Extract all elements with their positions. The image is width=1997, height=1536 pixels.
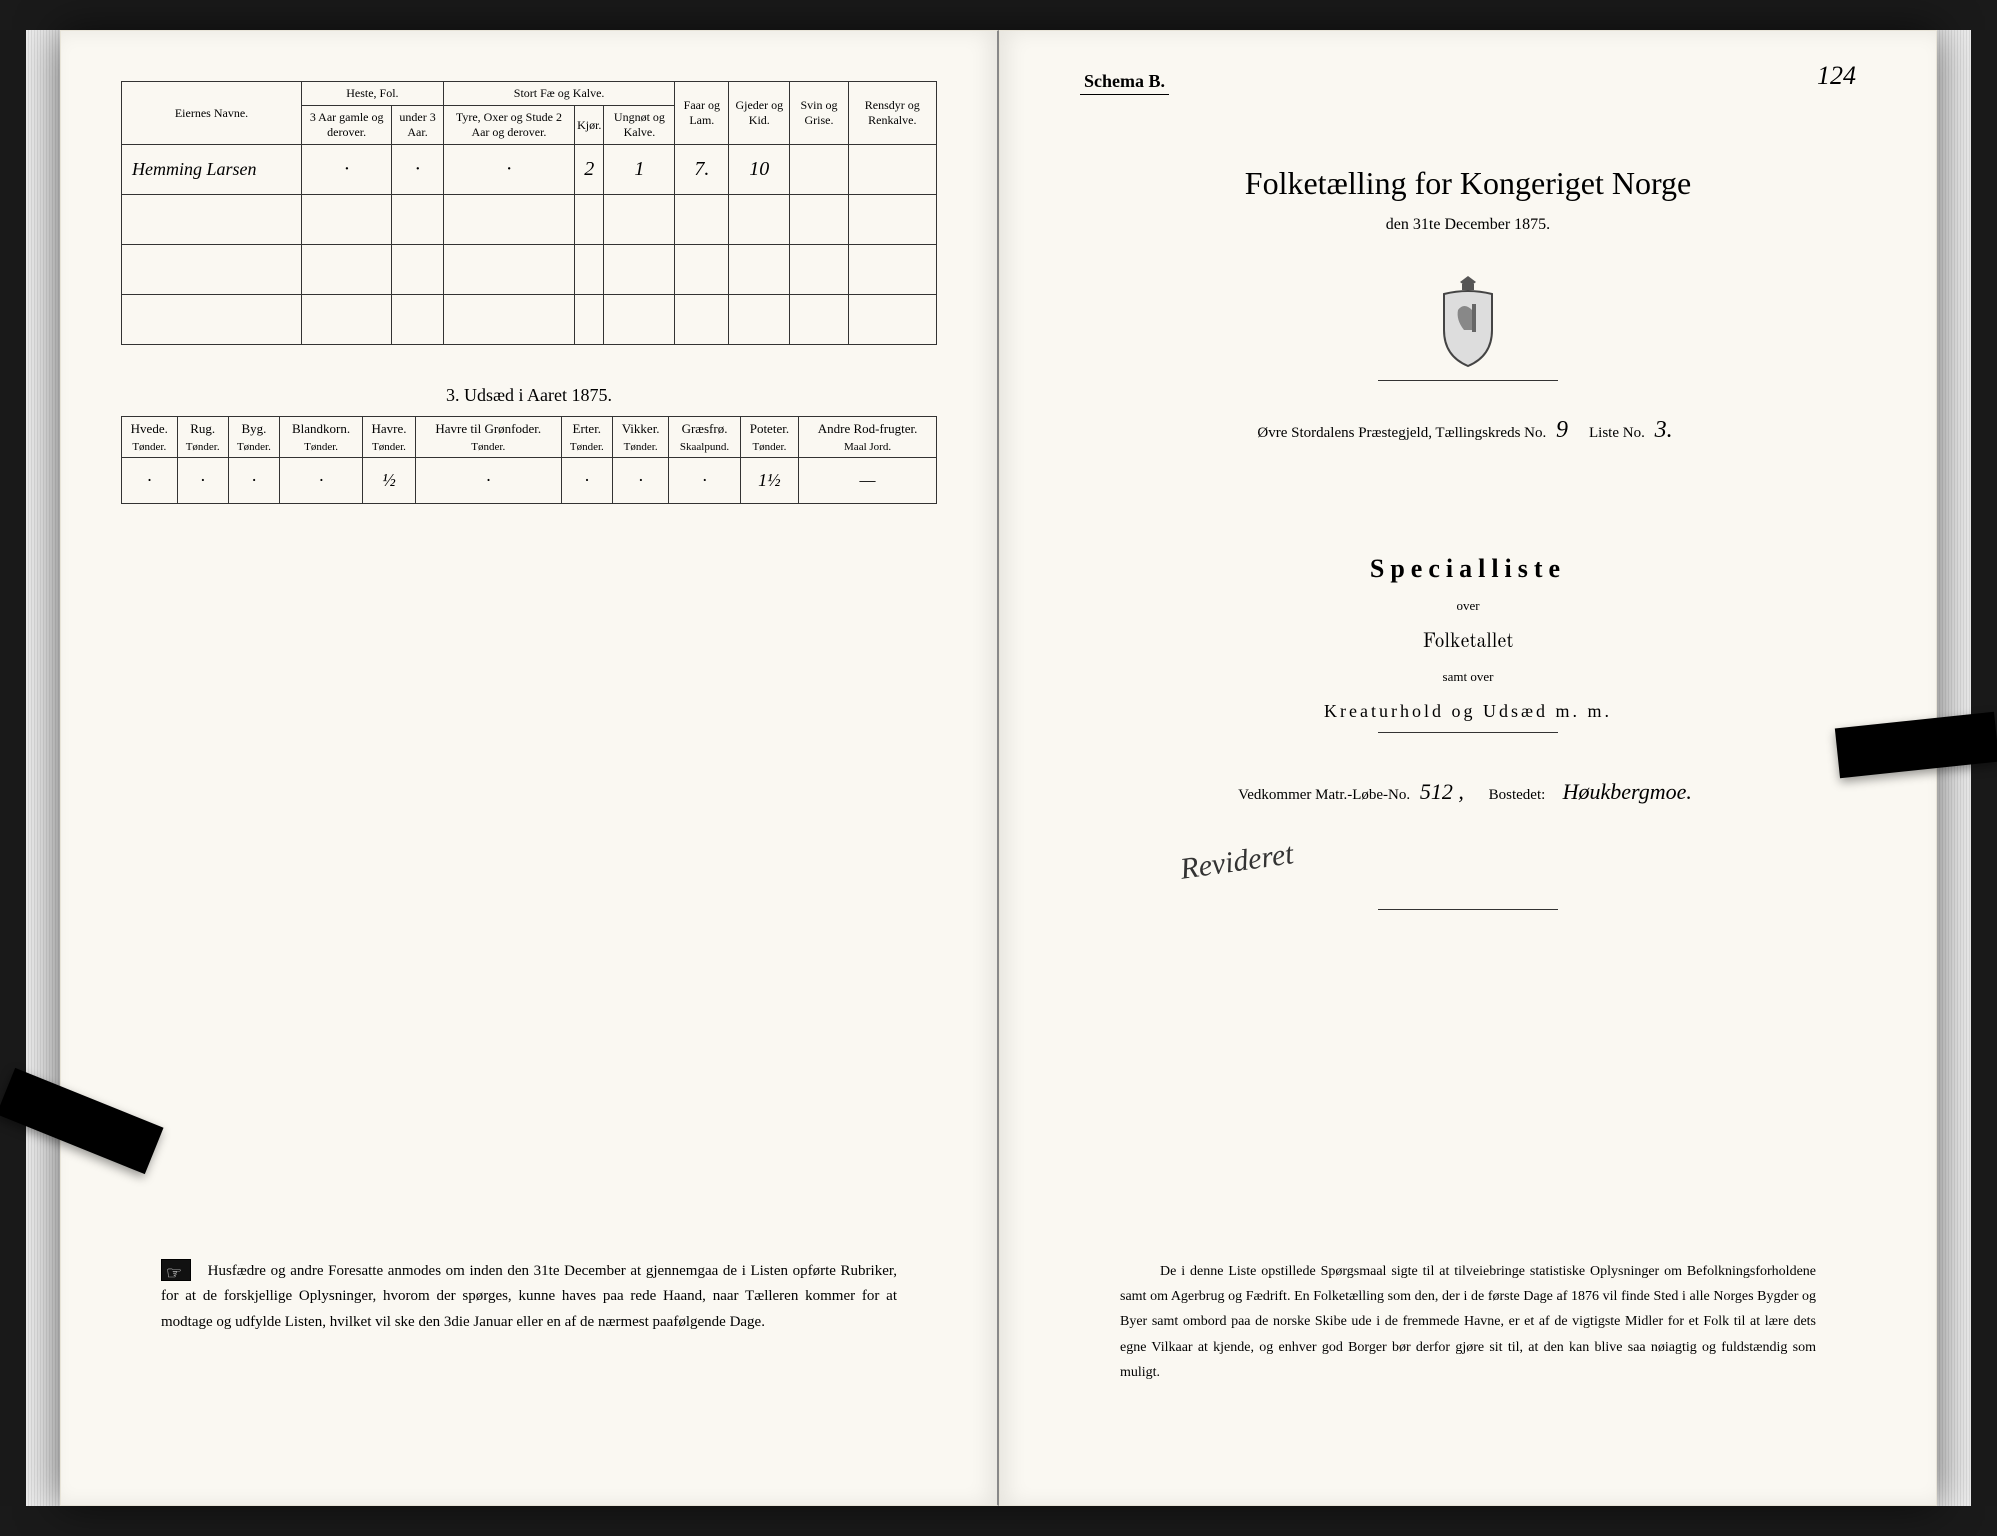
table-row — [122, 295, 937, 345]
matr-no: 512 , — [1414, 779, 1470, 804]
liste-label: Liste No. — [1589, 425, 1645, 441]
table-row: ····½····1½— — [122, 458, 937, 504]
col-fae2: Kjør. — [575, 106, 604, 145]
right-page: Schema B. 124 Folketælling for Kongerige… — [999, 30, 1937, 1506]
cell: 7. — [675, 145, 729, 195]
owner-name: Hemming Larsen — [122, 145, 302, 195]
col-fae1: Tyre, Oxer og Stude 2 Aar og derover. — [443, 106, 574, 145]
liste-no: 3. — [1649, 417, 1679, 443]
divider — [1378, 732, 1558, 733]
matr-label: Vedkommer Matr.-Løbe-No. — [1238, 787, 1410, 803]
seed-table: Hvede.Tønder.Rug.Tønder.Byg.Tønder.Bland… — [121, 416, 937, 504]
cell: 10 — [729, 145, 790, 195]
open-book: Eiernes Navne. Heste, Fol. Stort Fæ og K… — [60, 30, 1937, 1506]
table-row — [122, 245, 937, 295]
col-gjeder: Gjeder og Kid. — [729, 82, 790, 145]
schema-label: Schema B. — [1080, 71, 1169, 95]
seed-col: Byg.Tønder. — [228, 417, 279, 458]
table-row — [122, 195, 937, 245]
cell: 1 — [604, 145, 675, 195]
divider — [1378, 380, 1558, 381]
seed-col: Rug.Tønder. — [177, 417, 228, 458]
divider — [1378, 909, 1558, 910]
seed-cell: · — [415, 458, 561, 504]
seed-cell: — — [799, 458, 937, 504]
seed-cell: · — [612, 458, 668, 504]
matr-line: Vedkommer Matr.-Løbe-No. 512 , Bostedet:… — [1060, 779, 1876, 805]
parish-line: Øvre Stordalens Præstegjeld, Tællingskre… — [1060, 417, 1876, 444]
seed-section-title: 3. Udsæd i Aaret 1875. — [121, 385, 937, 406]
seed-col: Andre Rod-frugter.Maal Jord. — [799, 417, 937, 458]
folketallet-heading: Folketallet — [1060, 630, 1876, 655]
footnote-text: Husfædre og andre Foresatte anmodes om i… — [161, 1263, 897, 1330]
seed-col: Vikker.Tønder. — [612, 417, 668, 458]
col-svin: Svin og Grise. — [790, 82, 848, 145]
bostedet-value: Høukbergmoe. — [1557, 779, 1698, 804]
cell: · — [302, 145, 392, 195]
right-footnote: De i denne Liste opstillede Spørgsmaal s… — [1120, 1259, 1816, 1385]
parish-mid: Præstegjeld, Tællingskreds No. — [1358, 425, 1546, 441]
seed-cell: ½ — [363, 458, 416, 504]
seed-cell: · — [561, 458, 612, 504]
cell — [790, 145, 848, 195]
seed-cell: 1½ — [740, 458, 798, 504]
col-heste1: 3 Aar gamle og derover. — [302, 106, 392, 145]
seed-col: Blandkorn.Tønder. — [280, 417, 363, 458]
parish-pre: Øvre Stordalens — [1257, 425, 1354, 441]
seed-col: Græsfrø.Skaalpund. — [669, 417, 740, 458]
seed-cell: · — [669, 458, 740, 504]
livestock-table: Eiernes Navne. Heste, Fol. Stort Fæ og K… — [121, 81, 937, 345]
seed-cell: · — [122, 458, 178, 504]
folio-number: 124 — [1817, 61, 1856, 91]
seed-col: Poteter.Tønder. — [740, 417, 798, 458]
hand-pointer-icon — [161, 1259, 191, 1281]
over-label: over — [1060, 598, 1876, 614]
seed-cell: · — [177, 458, 228, 504]
col-heste2: under 3 Aar. — [392, 106, 443, 145]
seed-cell: · — [228, 458, 279, 504]
seed-col: Havre til Grønfoder.Tønder. — [415, 417, 561, 458]
census-title: Folketælling for Kongeriget Norge — [1060, 165, 1876, 202]
col-rensdyr: Rensdyr og Renkalve. — [848, 82, 936, 145]
col-faar: Faar og Lam. — [675, 82, 729, 145]
grp-stortfae: Stort Fæ og Kalve. — [443, 82, 675, 106]
seed-col: Hvede.Tønder. — [122, 417, 178, 458]
samt-over-label: samt over — [1060, 669, 1876, 685]
grp-heste: Heste, Fol. — [302, 82, 444, 106]
census-date: den 31te December 1875. — [1060, 216, 1876, 234]
cell: · — [392, 145, 443, 195]
bostedet-label: Bostedet: — [1489, 787, 1546, 803]
table-row: Hemming Larsen · · · 2 1 7. 10 — [122, 145, 937, 195]
col-owner: Eiernes Navne. — [122, 82, 302, 145]
seed-col: Erter.Tønder. — [561, 417, 612, 458]
cell: · — [443, 145, 574, 195]
left-footnote: Husfædre og andre Foresatte anmodes om i… — [161, 1259, 897, 1336]
cell — [848, 145, 936, 195]
col-fae3: Ungnøt og Kalve. — [604, 106, 675, 145]
coat-of-arms-icon — [1428, 270, 1508, 370]
specialliste-heading: Specialliste — [1060, 554, 1876, 584]
left-page: Eiernes Navne. Heste, Fol. Stort Fæ og K… — [60, 30, 999, 1506]
kreatur-heading: Kreaturhold og Udsæd m. m. — [1060, 701, 1876, 722]
seed-col: Havre.Tønder. — [363, 417, 416, 458]
cell: 2 — [575, 145, 604, 195]
kreds-no: 9 — [1550, 417, 1574, 443]
signature: Revideret — [1178, 837, 1295, 887]
seed-cell: · — [280, 458, 363, 504]
